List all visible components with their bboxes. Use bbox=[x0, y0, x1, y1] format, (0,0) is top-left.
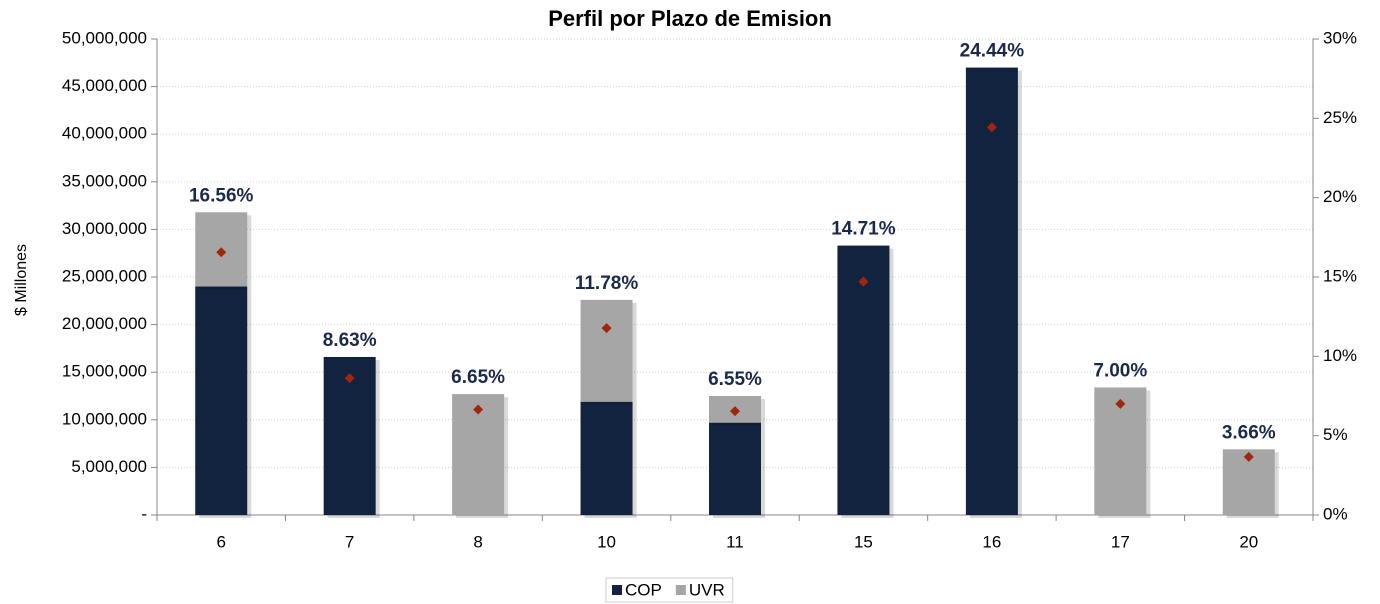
x-tick-label: 20 bbox=[1239, 532, 1258, 551]
legend-label: UVR bbox=[689, 580, 725, 599]
y-tick-label: 50,000,000 bbox=[62, 28, 147, 47]
y-tick-label: 5,000,000 bbox=[71, 457, 147, 476]
bar bbox=[965, 67, 1018, 515]
bar bbox=[580, 401, 633, 515]
data-label: 6.55% bbox=[708, 369, 762, 390]
marker bbox=[858, 276, 869, 287]
y-tick-label: - bbox=[141, 504, 147, 523]
marker bbox=[1243, 451, 1254, 462]
y-tick-label: 20,000,000 bbox=[62, 314, 147, 333]
y2-tick-label: 5% bbox=[1323, 425, 1348, 444]
y-tick-label: 25,000,000 bbox=[62, 266, 147, 285]
data-label: 14.71% bbox=[831, 219, 896, 240]
data-label: 11.78% bbox=[575, 273, 638, 294]
y2-tick-label: 10% bbox=[1323, 346, 1357, 365]
marker bbox=[1115, 398, 1126, 409]
x-tick-label: 16 bbox=[982, 532, 1001, 551]
x-tick-label: 10 bbox=[597, 532, 616, 551]
legend-swatch bbox=[612, 585, 622, 595]
y2-tick-label: 25% bbox=[1323, 108, 1357, 127]
bar bbox=[580, 299, 633, 402]
marker bbox=[730, 406, 740, 417]
marker bbox=[986, 122, 997, 133]
y-tick-label: 40,000,000 bbox=[62, 124, 147, 143]
data-label: 6.65% bbox=[451, 367, 505, 388]
x-tick-label: 8 bbox=[473, 532, 482, 551]
legend-box bbox=[605, 577, 734, 603]
legend-swatch bbox=[675, 585, 686, 595]
x-tick-label: 11 bbox=[726, 532, 744, 551]
y-tick-label: 45,000,000 bbox=[62, 76, 147, 95]
y-tick-label: 15,000,000 bbox=[62, 362, 147, 381]
y2-tick-label: 0% bbox=[1323, 504, 1348, 523]
x-tick-label: 6 bbox=[216, 532, 225, 551]
bar bbox=[837, 245, 890, 516]
bar bbox=[195, 286, 248, 515]
bar bbox=[709, 422, 761, 515]
marker bbox=[473, 404, 484, 415]
y-tick-label: 30,000,000 bbox=[62, 219, 147, 238]
y2-tick-label: 15% bbox=[1323, 266, 1357, 285]
legend-label: COP bbox=[625, 580, 662, 599]
data-label: 16.56% bbox=[189, 185, 254, 206]
data-label: 3.66% bbox=[1222, 422, 1276, 443]
x-tick-label: 15 bbox=[854, 532, 873, 551]
y-axis-label: $ Millones bbox=[13, 244, 30, 316]
y2-tick-label: 30% bbox=[1323, 28, 1357, 47]
marker bbox=[601, 323, 612, 334]
data-label: 8.63% bbox=[323, 330, 377, 351]
marker bbox=[216, 247, 227, 258]
x-tick-label: 7 bbox=[345, 532, 354, 551]
data-label: 7.00% bbox=[1093, 360, 1147, 381]
data-label: 24.44% bbox=[960, 41, 1025, 62]
y-tick-label: 10,000,000 bbox=[62, 409, 147, 428]
chart-title: Perfil por Plazo de Emision bbox=[548, 6, 832, 31]
bar bbox=[323, 356, 376, 515]
y-tick-label: 35,000,000 bbox=[62, 171, 147, 190]
x-tick-label: 17 bbox=[1111, 532, 1130, 551]
marker bbox=[344, 373, 355, 384]
y2-tick-label: 20% bbox=[1323, 187, 1357, 206]
